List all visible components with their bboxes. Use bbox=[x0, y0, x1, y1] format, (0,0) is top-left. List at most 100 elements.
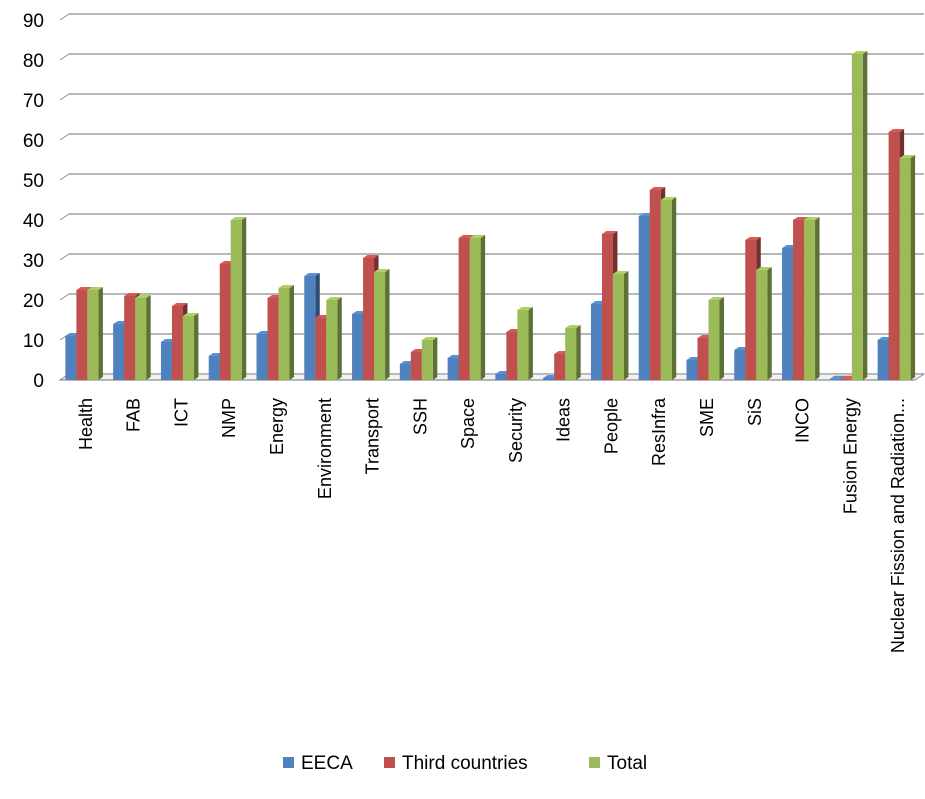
bar-front bbox=[745, 240, 757, 380]
gridline-depth bbox=[59, 133, 70, 141]
bar-top bbox=[363, 255, 379, 258]
bar-front bbox=[506, 332, 518, 380]
bar-front bbox=[304, 276, 316, 380]
bar-top bbox=[182, 313, 199, 316]
bar-front bbox=[278, 288, 290, 380]
bar-top bbox=[469, 235, 486, 238]
bar-front bbox=[374, 272, 386, 380]
bar-total-security bbox=[517, 307, 533, 380]
x-category-label: Energy bbox=[267, 398, 287, 455]
bar-total-inco bbox=[804, 217, 820, 380]
bar-total-transport bbox=[374, 269, 390, 380]
bar-top bbox=[649, 187, 666, 190]
bar-front bbox=[782, 248, 794, 380]
bar-top bbox=[326, 297, 342, 300]
bar-side bbox=[385, 269, 390, 380]
bar-front bbox=[517, 310, 529, 380]
bar-front bbox=[447, 358, 459, 380]
bar-side bbox=[528, 307, 533, 380]
bar-top bbox=[171, 303, 188, 306]
legend: EECA Third countries Total bbox=[283, 753, 647, 774]
x-category-label: Fusion Energy bbox=[840, 398, 860, 514]
bar-total-ideas bbox=[565, 325, 581, 380]
legend-item-eeca: EECA bbox=[283, 753, 353, 774]
bar-front bbox=[208, 356, 220, 380]
bar-front bbox=[590, 304, 602, 380]
bar-top bbox=[888, 129, 905, 132]
x-category-label: People bbox=[601, 398, 621, 454]
bar-total-space bbox=[469, 235, 486, 380]
bar-front bbox=[543, 378, 555, 380]
x-category-label: INCO bbox=[793, 398, 813, 443]
bar-front bbox=[708, 300, 720, 380]
bar-top bbox=[745, 237, 761, 240]
bar-front bbox=[793, 220, 805, 380]
bar-front bbox=[182, 316, 194, 380]
x-category-label: ResInfra bbox=[649, 397, 669, 466]
bar-side bbox=[719, 297, 724, 380]
bar-front bbox=[315, 318, 327, 380]
bar-top bbox=[565, 325, 581, 328]
gridline-depth bbox=[59, 293, 70, 301]
bar-front bbox=[65, 336, 77, 380]
y-tick-label: 80 bbox=[23, 51, 44, 72]
bar-top bbox=[421, 337, 438, 340]
bar-front bbox=[840, 378, 852, 380]
y-tick-label: 0 bbox=[33, 371, 44, 392]
bar-front bbox=[267, 298, 279, 380]
y-tick-label: 10 bbox=[23, 331, 44, 352]
bar-front bbox=[171, 306, 183, 380]
bar-side bbox=[146, 295, 151, 380]
bars bbox=[65, 51, 916, 380]
bar-front bbox=[124, 296, 136, 380]
bar-front bbox=[612, 274, 624, 380]
bar-front bbox=[256, 334, 268, 380]
bar-side bbox=[862, 51, 868, 380]
bar-top bbox=[601, 231, 618, 234]
bar-front bbox=[458, 238, 470, 380]
legend-swatch bbox=[384, 757, 395, 768]
legend-label: Total bbox=[607, 753, 647, 774]
bar-side bbox=[767, 267, 772, 380]
legend-item-total: Total bbox=[589, 753, 647, 774]
y-tick-label: 20 bbox=[23, 291, 44, 312]
bar-side bbox=[98, 287, 103, 380]
legend-swatch bbox=[283, 757, 294, 768]
y-tick-label: 60 bbox=[23, 131, 44, 152]
x-category-label: SiS bbox=[745, 398, 765, 426]
bar-front bbox=[87, 290, 99, 380]
bar-top bbox=[804, 217, 820, 220]
bar-front bbox=[352, 314, 364, 380]
bar-front bbox=[135, 298, 147, 380]
bar-total-environment bbox=[326, 297, 342, 380]
bar-front bbox=[899, 158, 911, 380]
bar-front bbox=[829, 378, 841, 380]
x-category-label: Nuclear Fission and Radiation... bbox=[888, 398, 908, 653]
bar-top bbox=[612, 271, 629, 274]
x-category-label: NMP bbox=[219, 398, 239, 438]
x-category-labels: Health FAB ICT NMP Energy Environment Transpor… bbox=[76, 397, 908, 653]
bar-front bbox=[804, 220, 816, 380]
bar-top bbox=[793, 217, 809, 220]
bar-total-ict bbox=[182, 313, 199, 380]
bar-total-ssh bbox=[421, 337, 438, 380]
bar-top bbox=[899, 155, 916, 158]
gridline-depth bbox=[59, 93, 70, 101]
bar-front bbox=[495, 374, 507, 380]
bar-total-energy bbox=[278, 285, 294, 380]
bar-top bbox=[829, 375, 846, 379]
bar-top bbox=[76, 287, 92, 290]
bar-total-resinfra bbox=[660, 197, 677, 380]
bar-front bbox=[888, 132, 900, 380]
bar-front bbox=[697, 338, 709, 380]
bar-top bbox=[374, 269, 390, 272]
bar-side bbox=[671, 197, 677, 380]
bar-front bbox=[734, 350, 746, 380]
bar-front bbox=[565, 328, 577, 380]
bar-front bbox=[113, 324, 125, 380]
bar-top bbox=[87, 287, 103, 290]
y-tick-label: 70 bbox=[23, 91, 44, 112]
bar-total-sis bbox=[756, 267, 772, 380]
bar-top bbox=[124, 293, 140, 296]
